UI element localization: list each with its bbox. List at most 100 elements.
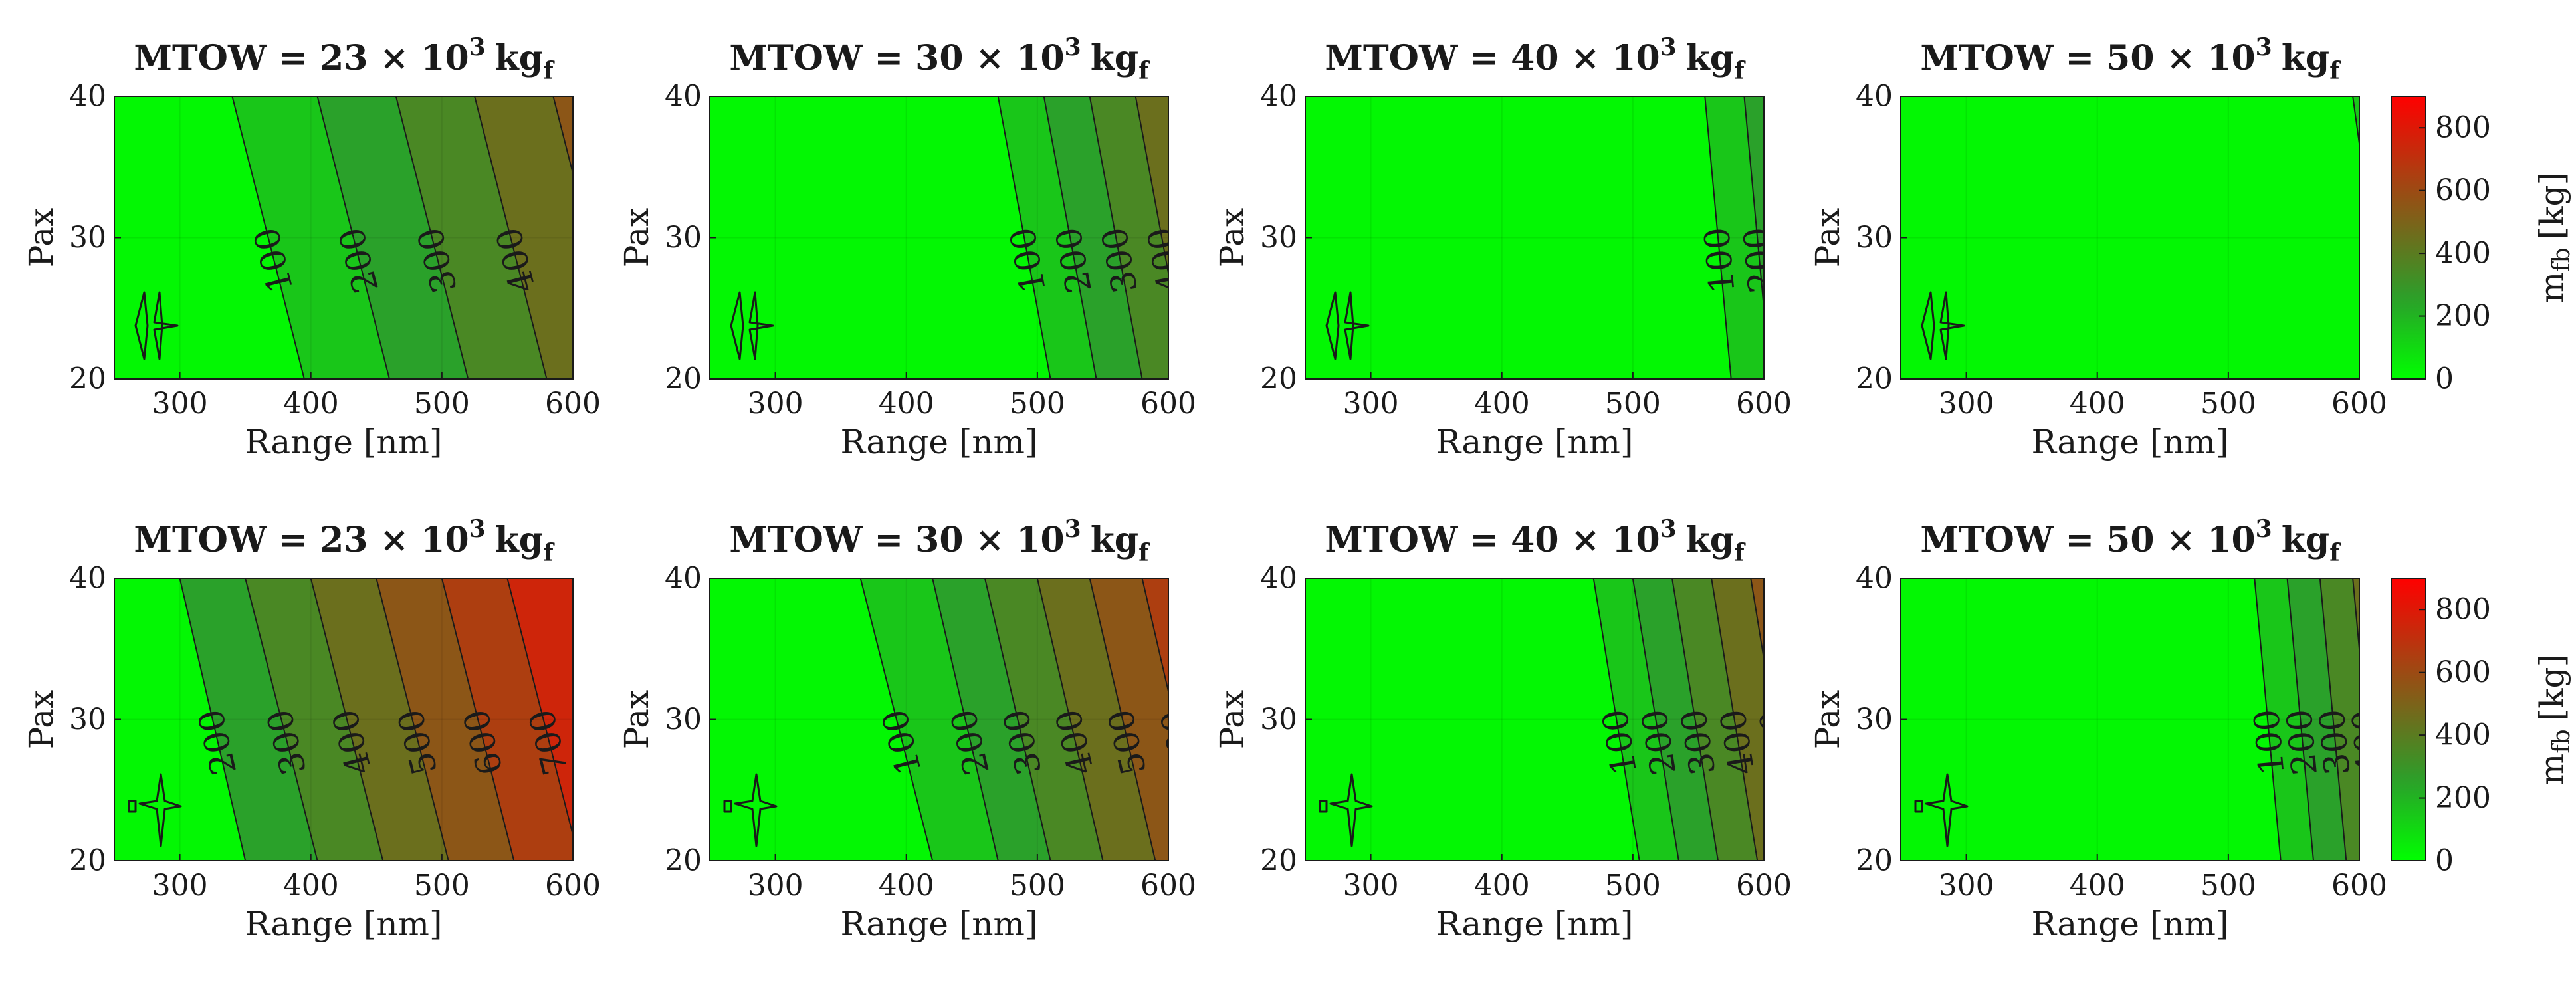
y-tick-label: 40 bbox=[1260, 80, 1297, 114]
turbofan-aircraft-icon bbox=[1914, 773, 1969, 847]
colorbar-label: mfb[kg] bbox=[2533, 654, 2575, 785]
panel-title: MTOW = 50 × 103 kgf bbox=[1920, 515, 2341, 567]
contour-panel: 300 400 500 600 20 30 40 Range [nm] Pax MTOW = 50… bbox=[1808, 33, 2387, 461]
x-tick-label: 600 bbox=[1736, 387, 1792, 421]
x-tick-label: 400 bbox=[879, 869, 934, 903]
panel-title: MTOW = 50 × 103 kgf bbox=[1920, 33, 2341, 85]
contour-band bbox=[245, 578, 383, 861]
contour-band bbox=[1089, 578, 1168, 861]
panel-title: MTOW = 23 × 103 kgf bbox=[134, 33, 555, 85]
contour-line bbox=[1089, 96, 1143, 379]
contour-level-label: 100 bbox=[1697, 225, 1743, 294]
y-tick-label: 40 bbox=[1260, 562, 1297, 596]
x-tick-label: 300 bbox=[152, 869, 208, 903]
x-tick-label: 400 bbox=[283, 869, 339, 903]
propeller-aircraft-icon bbox=[730, 291, 774, 360]
x-tick-label: 400 bbox=[1474, 869, 1530, 903]
y-tick-label: 40 bbox=[69, 80, 106, 114]
colorbar-tick-label: 800 bbox=[2435, 593, 2491, 627]
contour-line bbox=[245, 578, 318, 861]
contour-band bbox=[932, 578, 1051, 861]
x-tick-label: 500 bbox=[414, 387, 470, 421]
x-tick-label: 300 bbox=[748, 869, 804, 903]
x-tick-label: 600 bbox=[545, 869, 601, 903]
contour-line bbox=[1043, 96, 1097, 379]
panel-title: MTOW = 30 × 103 kgf bbox=[729, 33, 1150, 85]
contour-line bbox=[1134, 96, 1168, 277]
y-tick-label: 20 bbox=[1260, 844, 1297, 878]
contour-band bbox=[1305, 578, 1640, 861]
contour-line bbox=[2254, 578, 2282, 861]
contour-band bbox=[2287, 578, 2347, 861]
contour-level-label: 400 bbox=[2345, 707, 2391, 776]
contour-band bbox=[475, 96, 573, 379]
contour-level-label: 200 bbox=[1737, 225, 1782, 294]
x-tick-label: 300 bbox=[1343, 387, 1399, 421]
x-tick-label: 500 bbox=[2200, 387, 2256, 421]
contour-level-label: 300 bbox=[2312, 707, 2358, 776]
y-tick-label: 20 bbox=[1856, 844, 1893, 878]
turbofan-aircraft-icon bbox=[128, 773, 182, 847]
y-tick-label: 20 bbox=[69, 362, 106, 396]
x-tick-label: 300 bbox=[1939, 387, 1994, 421]
colorbar-label: mfb[kg] bbox=[2533, 172, 2575, 303]
contour-line bbox=[1671, 578, 1719, 861]
contour-line bbox=[2286, 578, 2314, 861]
x-axis-label: Range [nm] bbox=[841, 423, 1038, 461]
contour-band bbox=[179, 578, 318, 861]
propeller-aircraft-icon bbox=[134, 291, 179, 360]
contour-line bbox=[932, 578, 999, 861]
contour-band bbox=[710, 96, 1051, 379]
panel-title: MTOW = 40 × 103 kgf bbox=[1325, 515, 1746, 567]
turbofan-aircraft-icon bbox=[723, 773, 778, 847]
y-tick-label: 20 bbox=[1856, 362, 1893, 396]
colorbar-gradient bbox=[2391, 578, 2426, 861]
y-axis-label: Pax bbox=[1213, 208, 1251, 267]
x-axis-label: Range [nm] bbox=[841, 905, 1038, 943]
contour-line bbox=[316, 96, 390, 379]
colorbar-gradient bbox=[2391, 96, 2426, 380]
contour-level-label: 100 bbox=[2247, 707, 2293, 776]
contour-band bbox=[1901, 578, 2281, 861]
y-tick-label: 40 bbox=[1856, 562, 1893, 596]
x-tick-label: 300 bbox=[152, 387, 208, 421]
contour-line bbox=[395, 96, 469, 379]
colorbar-tick-label: 800 bbox=[2435, 111, 2491, 145]
contour-line bbox=[441, 578, 515, 861]
contour-band bbox=[1142, 578, 1168, 692]
turbofan-aircraft-icon bbox=[1319, 773, 1373, 847]
propeller-aircraft-icon bbox=[1921, 291, 1965, 360]
contour-band bbox=[985, 578, 1103, 861]
contour-line bbox=[231, 96, 305, 379]
y-tick-label: 20 bbox=[665, 362, 702, 396]
y-tick-label: 20 bbox=[665, 844, 702, 878]
x-axis-label: Range [nm] bbox=[245, 905, 443, 943]
x-tick-label: 400 bbox=[879, 387, 934, 421]
contour-band bbox=[998, 96, 1097, 379]
x-tick-label: 300 bbox=[748, 387, 804, 421]
y-axis-label: Pax bbox=[1213, 690, 1251, 749]
x-tick-label: 300 bbox=[1939, 869, 1994, 903]
x-tick-label: 600 bbox=[1140, 387, 1196, 421]
contour-band bbox=[1901, 96, 2359, 379]
contour-band bbox=[1305, 96, 1731, 379]
x-tick-label: 600 bbox=[2331, 387, 2387, 421]
contour-line bbox=[1089, 578, 1156, 861]
x-axis-label: Range [nm] bbox=[1436, 423, 1634, 461]
contour-band bbox=[1705, 96, 1764, 379]
y-tick-label: 30 bbox=[1856, 703, 1893, 736]
x-tick-label: 600 bbox=[2331, 869, 2387, 903]
y-axis-label: Pax bbox=[617, 690, 656, 749]
contour-band bbox=[395, 96, 547, 379]
x-tick-label: 400 bbox=[2070, 869, 2125, 903]
y-tick-label: 40 bbox=[665, 80, 702, 114]
x-tick-label: 600 bbox=[545, 387, 601, 421]
x-tick-label: 400 bbox=[1474, 387, 1530, 421]
contour-band bbox=[1135, 96, 1168, 273]
